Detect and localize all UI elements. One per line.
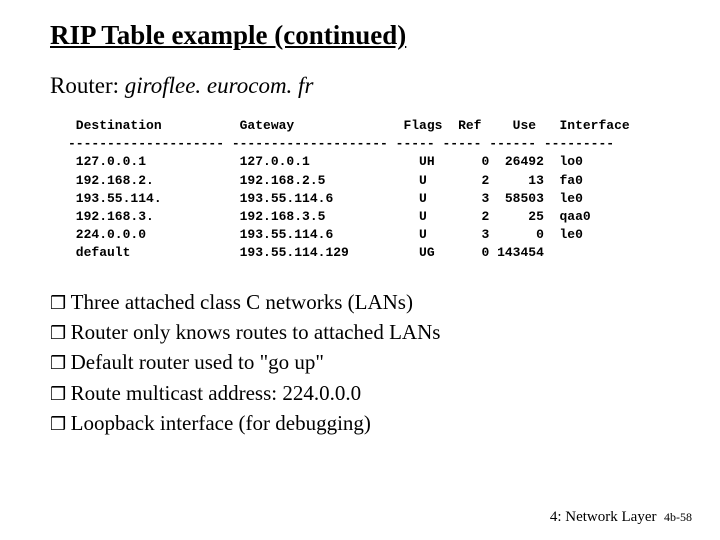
subtitle-prefix: Router:: [50, 73, 125, 98]
table-row: 127.0.0.1 127.0.0.1 UH 0 26492 lo0: [68, 154, 583, 169]
table-row: 192.168.3. 192.168.3.5 U 2 25 qaa0: [68, 209, 591, 224]
page-title: RIP Table example (continued): [50, 20, 685, 51]
subtitle-host: giroflee. eurocom. fr: [125, 73, 314, 98]
footer-text: 4: Network Layer: [550, 509, 657, 525]
table-header: Destination Gateway Flags Ref Use Interf…: [68, 118, 630, 133]
routing-table: Destination Gateway Flags Ref Use Interf…: [68, 117, 685, 263]
table-divider: -------------------- -------------------…: [68, 136, 614, 151]
router-subtitle: Router: giroflee. eurocom. fr: [50, 73, 685, 99]
table-row: 193.55.114. 193.55.114.6 U 3 58503 le0: [68, 191, 583, 206]
list-item: Three attached class C networks (LANs): [50, 287, 685, 317]
list-item: Router only knows routes to attached LAN…: [50, 317, 685, 347]
footer-page: 4b-58: [664, 510, 692, 524]
table-row: default 193.55.114.129 UG 0 143454: [68, 245, 544, 260]
list-item: Loopback interface (for debugging): [50, 408, 685, 438]
list-item: Default router used to "go up": [50, 347, 685, 377]
list-item: Route multicast address: 224.0.0.0: [50, 378, 685, 408]
footer: 4: Network Layer 4b-58: [550, 509, 692, 526]
table-row: 192.168.2. 192.168.2.5 U 2 13 fa0: [68, 173, 583, 188]
bullet-list: Three attached class C networks (LANs) R…: [50, 287, 685, 439]
table-row: 224.0.0.0 193.55.114.6 U 3 0 le0: [68, 227, 583, 242]
